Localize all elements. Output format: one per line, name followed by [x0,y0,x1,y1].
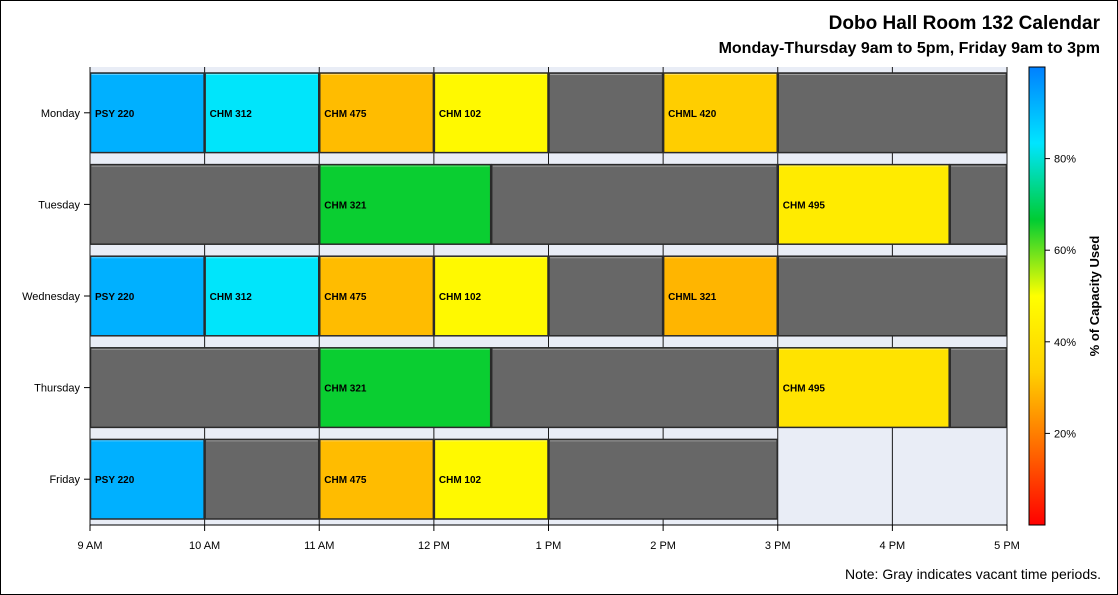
colorbar-tick-label: 60% [1054,245,1076,257]
y-tick-label: Wednesday [22,291,80,303]
bar-segment [89,72,205,154]
bar-label: CHM 102 [439,292,482,303]
y-tick-label: Thursday [34,383,80,395]
bar-segment [548,255,664,337]
bar-label: CHM 312 [210,292,253,303]
y-tick-label: Friday [49,474,80,486]
bar-label: PSY 220 [95,292,135,303]
bar-label: CHML 321 [668,292,717,303]
bar-segment [204,438,320,520]
x-tick-label: 11 AM [304,540,334,552]
bar-segment [319,72,435,154]
bar-label: CHM 321 [324,200,367,211]
bar-label: CHM 475 [324,109,367,120]
x-tick-label: 3 PM [765,540,791,552]
bar-segment [319,255,435,337]
bar-segment [949,163,1008,245]
bar-segment [319,347,492,429]
colorbar-tick-label: 40% [1054,337,1076,349]
chart-subtitle: Monday-Thursday 9am to 5pm, Friday 9am t… [718,40,1100,57]
x-tick-label: 5 PM [994,540,1020,552]
chart-title: Dobo Hall Room 132 Calendar [828,13,1100,34]
bar-segment [204,255,320,337]
bar-segment [662,72,778,154]
bar-segment [777,72,1008,154]
bar-label: CHM 312 [210,109,253,120]
y-tick-label: Tuesday [38,199,80,211]
bar-segment [548,438,778,520]
bar-segment [89,347,320,429]
bar-label: CHM 495 [783,384,826,395]
bar-segment [490,347,778,429]
bar-segment [777,347,950,429]
chart-footnote: Note: Gray indicates vacant time periods… [844,566,1101,582]
bar-segment [777,255,1008,337]
bar-segment [89,255,205,337]
bar-label: PSY 220 [95,475,135,486]
bar-label: CHM 495 [783,200,826,211]
colorbar-title: % of Capacity Used [1087,236,1102,357]
x-tick-label: 4 PM [880,540,906,552]
bar-segment [662,255,778,337]
bar-segment [89,163,320,245]
colorbar-tick-label: 80% [1054,154,1076,166]
colorbar-tick-label: 20% [1054,428,1076,440]
bar-segment [433,72,549,154]
y-tick-label: Monday [41,108,81,120]
bar-segment [319,163,492,245]
bar-segment [949,347,1008,429]
bar-label: CHM 475 [324,292,367,303]
bar-segment [548,72,664,154]
bar-label: CHM 102 [439,475,482,486]
bar-segment [319,438,435,520]
x-tick-label: 10 AM [189,540,220,552]
bar-label: CHML 420 [668,109,717,120]
bar-label: PSY 220 [95,109,135,120]
bar-label: CHM 102 [439,109,482,120]
bar-segment [89,438,205,520]
x-tick-label: 1 PM [536,540,562,552]
bar-segment [433,438,549,520]
bar-label: CHM 321 [324,384,367,395]
x-tick-label: 2 PM [650,540,676,552]
bar-segment [490,163,778,245]
bar-segment [204,72,320,154]
x-tick-label: 12 PM [418,540,450,552]
bar-label: CHM 475 [324,475,367,486]
x-tick-label: 9 AM [77,540,102,552]
bar-segment [777,163,950,245]
colorbar [1028,66,1046,526]
bar-segment [433,255,549,337]
